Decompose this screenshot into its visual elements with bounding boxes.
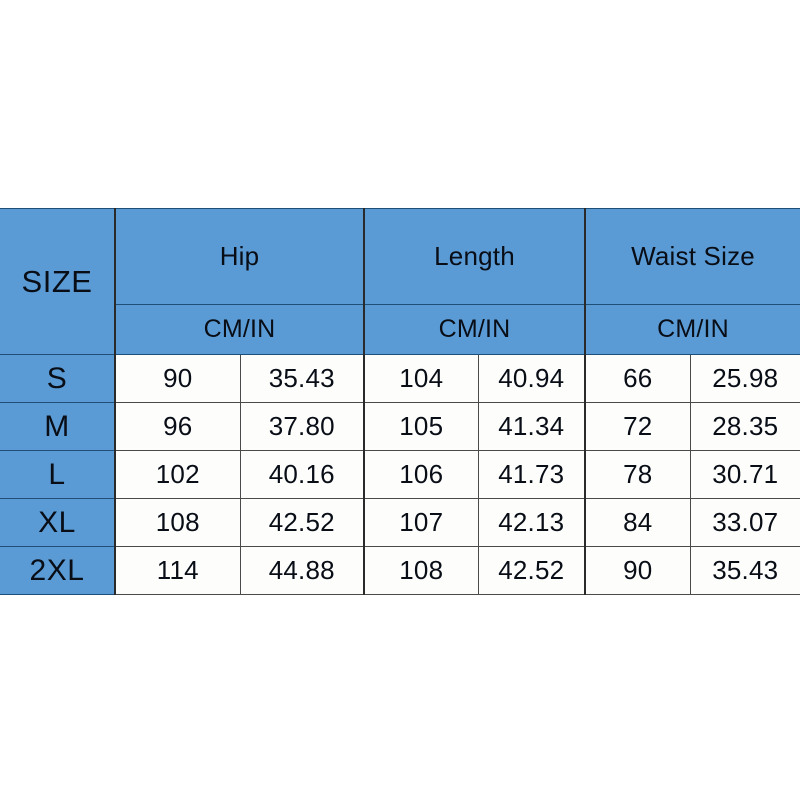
cell-hip-in: 35.43 <box>239 354 365 403</box>
cell-waist-cm: 78 <box>584 450 691 499</box>
table-row: L 102 40.16 106 41.73 78 30.71 <box>0 450 800 499</box>
row-size-label: XL <box>0 498 116 547</box>
row-size-label: 2XL <box>0 546 116 595</box>
cell-length-in: 41.34 <box>477 402 586 451</box>
cell-waist-cm: 90 <box>584 546 691 595</box>
table-row: S 90 35.43 104 40.94 66 25.98 <box>0 354 800 403</box>
cell-waist-in: 30.71 <box>689 450 800 499</box>
cell-length-in: 42.13 <box>477 498 586 547</box>
cell-waist-in: 28.35 <box>689 402 800 451</box>
unit-header-waist-size: CM/IN <box>584 304 800 355</box>
group-header-length: Length <box>362 208 586 305</box>
cell-waist-in: 35.43 <box>689 546 800 595</box>
row-size-label: M <box>0 402 116 451</box>
unit-header-hip: CM/IN <box>114 304 365 355</box>
cell-length-cm: 106 <box>363 450 479 499</box>
size-column-header: SIZE <box>0 208 116 355</box>
table-row: 2XL 114 44.88 108 42.52 90 35.43 <box>0 546 800 595</box>
cell-hip-in: 44.88 <box>239 546 365 595</box>
cell-hip-in: 37.80 <box>239 402 365 451</box>
table-row: XL 108 42.52 107 42.13 84 33.07 <box>0 498 800 547</box>
row-size-label: S <box>0 354 116 403</box>
cell-waist-cm: 84 <box>584 498 691 547</box>
cell-hip-in: 40.16 <box>239 450 365 499</box>
header-row-units: CM/IN CM/IN CM/IN <box>0 304 800 355</box>
cell-hip-cm: 114 <box>114 546 241 595</box>
cell-length-cm: 108 <box>363 546 479 595</box>
cell-length-in: 42.52 <box>477 546 586 595</box>
cell-waist-in: 33.07 <box>689 498 800 547</box>
unit-header-length: CM/IN <box>362 304 586 355</box>
cell-length-cm: 105 <box>363 402 479 451</box>
cell-hip-in: 42.52 <box>239 498 365 547</box>
cell-length-in: 41.73 <box>477 450 586 499</box>
cell-hip-cm: 96 <box>114 402 241 451</box>
table-row: M 96 37.80 105 41.34 72 28.35 <box>0 402 800 451</box>
row-size-label: L <box>0 450 116 499</box>
cell-waist-in: 25.98 <box>689 354 800 403</box>
cell-waist-cm: 72 <box>584 402 691 451</box>
header-row-groups: SIZE Hip Length Waist Size <box>0 208 800 355</box>
cell-length-cm: 104 <box>363 354 479 403</box>
group-header-hip: Hip <box>114 208 365 305</box>
cell-hip-cm: 90 <box>114 354 241 403</box>
cell-hip-cm: 108 <box>114 498 241 547</box>
cell-length-cm: 107 <box>363 498 479 547</box>
group-header-waist-size: Waist Size <box>584 208 800 305</box>
cell-length-in: 40.94 <box>477 354 586 403</box>
cell-hip-cm: 102 <box>114 450 241 499</box>
cell-waist-cm: 66 <box>584 354 691 403</box>
size-chart-table: SIZE Hip Length Waist Size CM/IN CM/IN C… <box>0 208 800 595</box>
